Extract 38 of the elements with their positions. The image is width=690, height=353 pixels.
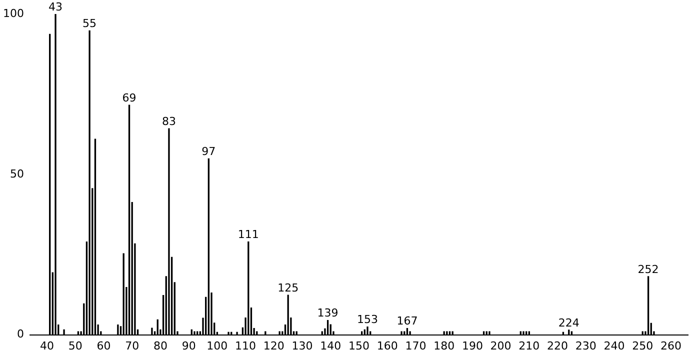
x-tick-label: 210 [518,339,540,352]
annotation: 125 [278,281,299,294]
x-tick-label: 60 [96,339,111,352]
x-tick-label: 90 [182,339,196,352]
annotation: 252 [638,262,659,276]
x-tick-label: 200 [490,339,512,352]
x-tick-label: 130 [292,339,313,352]
x-tick-label: 180 [434,339,455,352]
x-tick-label: 240 [604,339,625,352]
x-tick-label: 220 [547,339,568,352]
x-tick-label: 40 [40,339,54,352]
x-tick-label: 100 [206,339,228,352]
y-tick-label: 0 [16,328,24,341]
annotation: 167 [396,314,418,328]
x-tick-label: 160 [376,339,398,352]
y-tick-label: 50 [10,167,24,180]
annotation: 97 [202,145,216,158]
y-tick-label: 100 [2,6,24,20]
annotation: 43 [48,0,63,14]
x-tick-label: 140 [320,339,342,352]
annotation: 139 [317,306,338,320]
x-tick-label: 50 [68,339,82,352]
x-tick-label: 110 [235,339,256,352]
annotation: 55 [82,17,97,30]
x-tick-label: 230 [575,339,596,352]
x-tick-label: 120 [263,339,284,352]
x-tick-label: 190 [462,339,483,352]
annotation: 111 [238,228,259,242]
x-tick-label: 170 [405,339,426,352]
annotation: 83 [162,114,176,128]
x-tick-label: 150 [348,339,370,352]
annotation: 153 [357,313,378,326]
x-tick-label: 250 [632,339,654,352]
x-tick-label: 260 [660,339,682,352]
x-tick-label: 70 [125,339,140,352]
annotation: 69 [122,91,136,104]
annotation: 224 [558,316,580,330]
x-tick-label: 80 [153,339,168,352]
